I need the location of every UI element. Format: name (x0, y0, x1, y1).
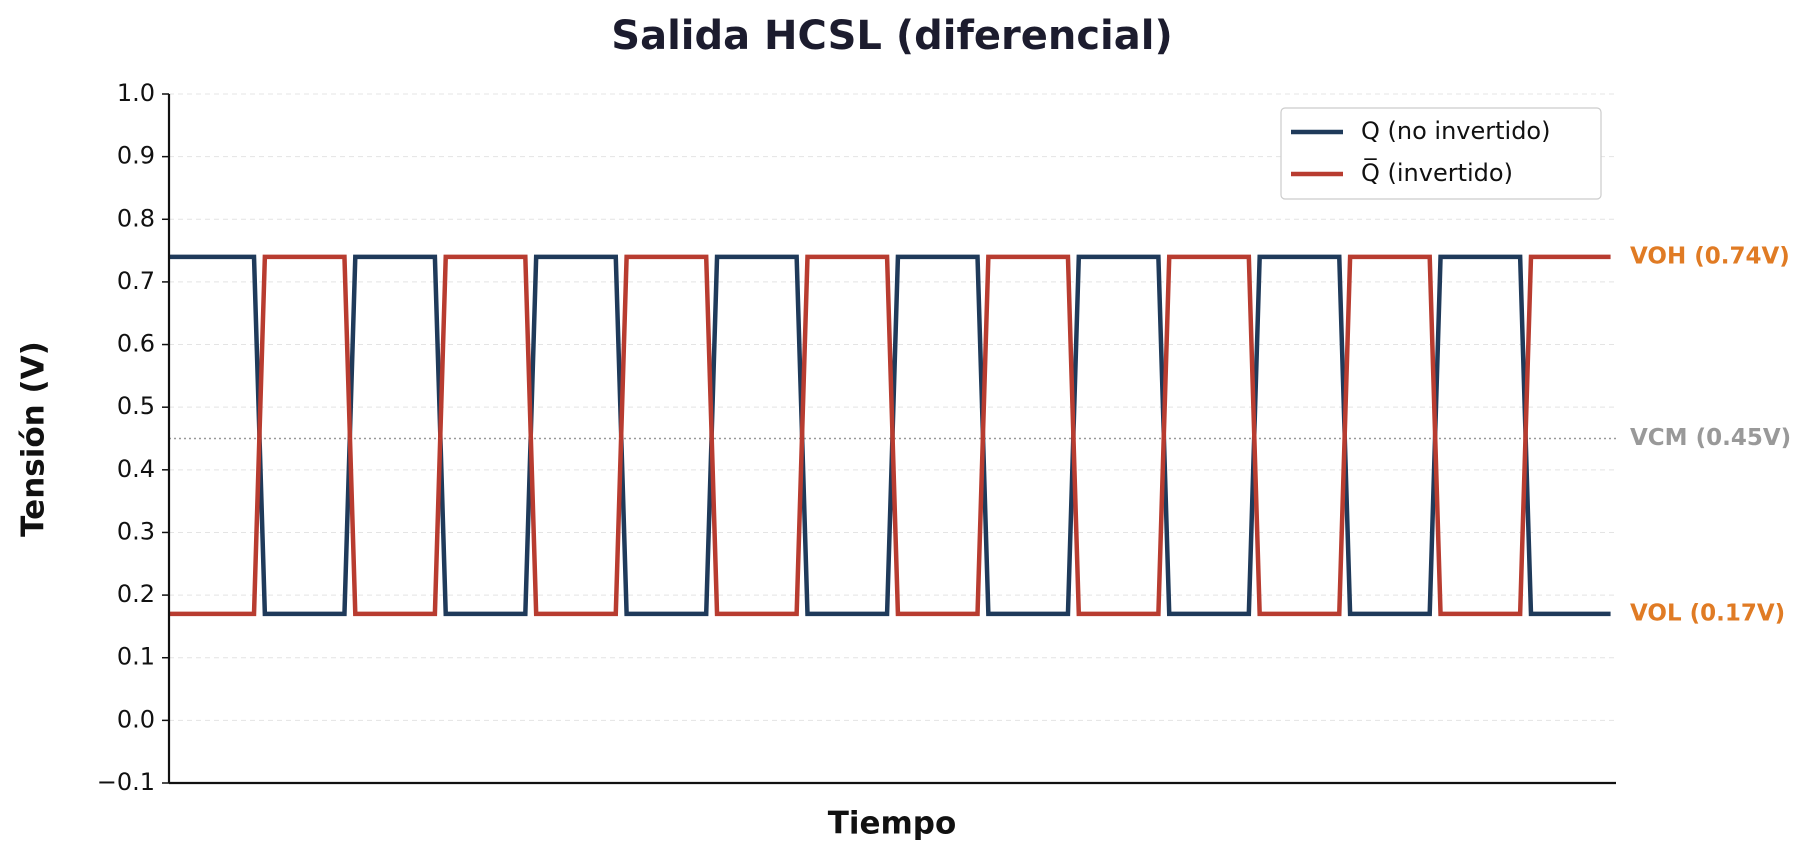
legend-label: Q̅ (invertido) (1361, 158, 1513, 187)
y-tick-label: −0.1 (97, 768, 155, 796)
annotation: VOH (0.74V) (1630, 243, 1790, 269)
y-tick-label: 0.6 (117, 330, 155, 358)
legend-label: Q (no invertido) (1361, 117, 1550, 145)
y-tick-label: 0.0 (117, 705, 155, 733)
y-tick-label: 0.1 (117, 643, 155, 671)
y-tick-label: 0.3 (117, 517, 155, 545)
y-tick-label: 0.2 (117, 580, 155, 608)
x-axis-label: Tiempo (828, 806, 957, 842)
y-tick-label: 0.9 (117, 142, 155, 170)
y-tick-label: 0.4 (117, 455, 155, 483)
annotation: VOL (0.17V) (1630, 600, 1785, 626)
series-line (169, 254, 1611, 617)
y-tick-label: 0.8 (117, 204, 155, 232)
y-tick-label: 1.0 (117, 79, 155, 107)
legend-box (1280, 107, 1602, 200)
y-tick-label: 0.7 (117, 267, 155, 295)
chart-title: Salida HCSL (diferencial) (611, 13, 1172, 59)
annotation: VCM (0.45V) (1630, 425, 1791, 451)
y-tick-label: 0.5 (117, 392, 155, 420)
y-axis-label: Tensión (V) (16, 341, 52, 537)
